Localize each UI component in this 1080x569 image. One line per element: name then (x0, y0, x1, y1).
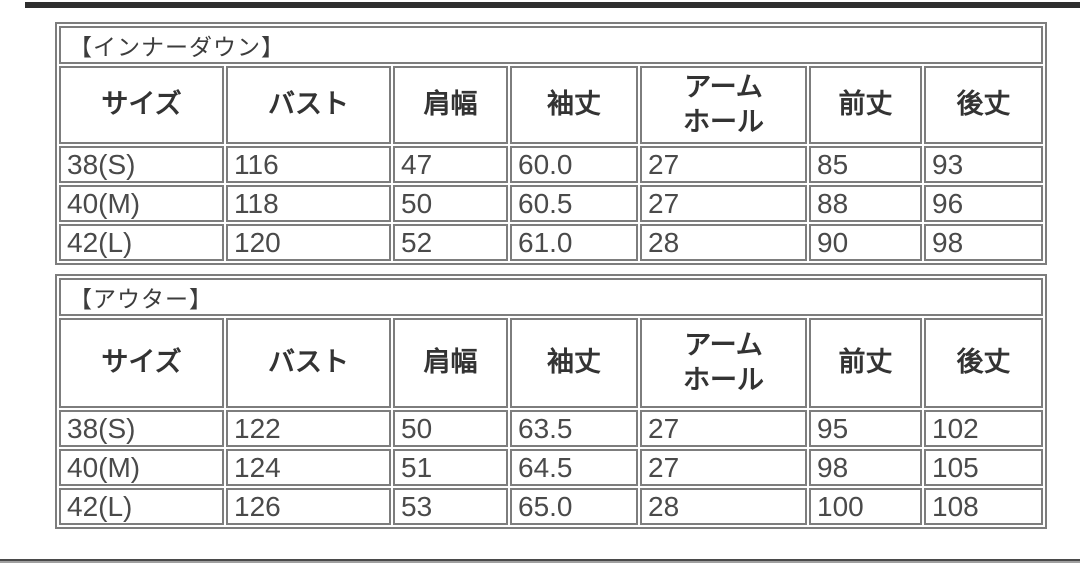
measurement-cell: 95 (809, 410, 922, 447)
measurement-cell: 52 (393, 224, 508, 261)
measurement-cell: 122 (226, 410, 391, 447)
measurement-cell: 47 (393, 146, 508, 183)
measurement-cell: 90 (809, 224, 922, 261)
column-header: 後丈 (924, 66, 1044, 144)
measurement-cell: 96 (924, 185, 1044, 222)
size-label-cell: 42(L) (59, 488, 224, 525)
size-row: 42(L) 126 53 65.0 28 100 108 (59, 488, 1044, 525)
measurement-cell: 63.5 (510, 410, 638, 447)
column-header: サイズ (59, 318, 224, 408)
column-header: 後丈 (924, 318, 1044, 408)
measurement-cell: 27 (640, 185, 807, 222)
size-label-cell: 42(L) (59, 224, 224, 261)
measurement-cell: 27 (640, 410, 807, 447)
measurement-cell: 124 (226, 449, 391, 486)
measurement-cell: 27 (640, 146, 807, 183)
measurement-cell: 53 (393, 488, 508, 525)
column-header-row: サイズ バスト 肩幅 袖丈 アーム ホール 前丈 後丈 (59, 318, 1044, 408)
measurement-cell: 118 (226, 185, 391, 222)
column-header: バスト (226, 66, 391, 144)
measurement-cell: 102 (924, 410, 1044, 447)
column-header: アーム ホール (640, 66, 807, 144)
size-label-cell: 40(M) (59, 185, 224, 222)
measurement-cell: 50 (393, 410, 508, 447)
column-header: 肩幅 (393, 318, 508, 408)
size-table-inner-down: 【インナーダウン】 サイズ バスト 肩幅 袖丈 アーム ホール 前丈 後丈 38(S) 116 47… (55, 22, 1048, 265)
top-edge-bar (25, 2, 1080, 8)
measurement-cell: 27 (640, 449, 807, 486)
measurement-cell: 108 (924, 488, 1044, 525)
measurement-cell: 65.0 (510, 488, 638, 525)
measurement-cell: 85 (809, 146, 922, 183)
column-header: 袖丈 (510, 66, 638, 144)
measurement-cell: 98 (809, 449, 922, 486)
measurement-cell: 28 (640, 224, 807, 261)
measurement-cell: 126 (226, 488, 391, 525)
size-label-cell: 40(M) (59, 449, 224, 486)
size-tables-container: 【インナーダウン】 サイズ バスト 肩幅 袖丈 アーム ホール 前丈 後丈 38(S) 116 47… (55, 22, 1048, 529)
column-header: サイズ (59, 66, 224, 144)
measurement-cell: 64.5 (510, 449, 638, 486)
size-row: 38(S) 122 50 63.5 27 95 102 (59, 410, 1044, 447)
size-row: 42(L) 120 52 61.0 28 90 98 (59, 224, 1044, 261)
column-header: 前丈 (809, 66, 922, 144)
bottom-edge-bar (0, 559, 1080, 563)
measurement-cell: 116 (226, 146, 391, 183)
measurement-cell: 93 (924, 146, 1044, 183)
column-header: 袖丈 (510, 318, 638, 408)
column-header: 肩幅 (393, 66, 508, 144)
measurement-cell: 28 (640, 488, 807, 525)
column-header-row: サイズ バスト 肩幅 袖丈 アーム ホール 前丈 後丈 (59, 66, 1044, 144)
size-row: 40(M) 118 50 60.5 27 88 96 (59, 185, 1044, 222)
measurement-cell: 120 (226, 224, 391, 261)
size-label-cell: 38(S) (59, 146, 224, 183)
measurement-cell: 51 (393, 449, 508, 486)
measurement-cell: 61.0 (510, 224, 638, 261)
measurement-cell: 105 (924, 449, 1044, 486)
size-row: 40(M) 124 51 64.5 27 98 105 (59, 449, 1044, 486)
size-table-outer: 【アウター】 サイズ バスト 肩幅 袖丈 アーム ホール 前丈 後丈 38(S) 122 50 63.… (55, 274, 1048, 529)
size-label-cell: 38(S) (59, 410, 224, 447)
measurement-cell: 50 (393, 185, 508, 222)
column-header: バスト (226, 318, 391, 408)
size-row: 38(S) 116 47 60.0 27 85 93 (59, 146, 1044, 183)
column-header: 前丈 (809, 318, 922, 408)
measurement-cell: 100 (809, 488, 922, 525)
measurement-cell: 60.5 (510, 185, 638, 222)
table-title: 【アウター】 (59, 278, 1044, 316)
measurement-cell: 60.0 (510, 146, 638, 183)
measurement-cell: 88 (809, 185, 922, 222)
table-title-row: 【インナーダウン】 (59, 26, 1044, 64)
column-header: アーム ホール (640, 318, 807, 408)
table-title-row: 【アウター】 (59, 278, 1044, 316)
table-title: 【インナーダウン】 (59, 26, 1044, 64)
measurement-cell: 98 (924, 224, 1044, 261)
